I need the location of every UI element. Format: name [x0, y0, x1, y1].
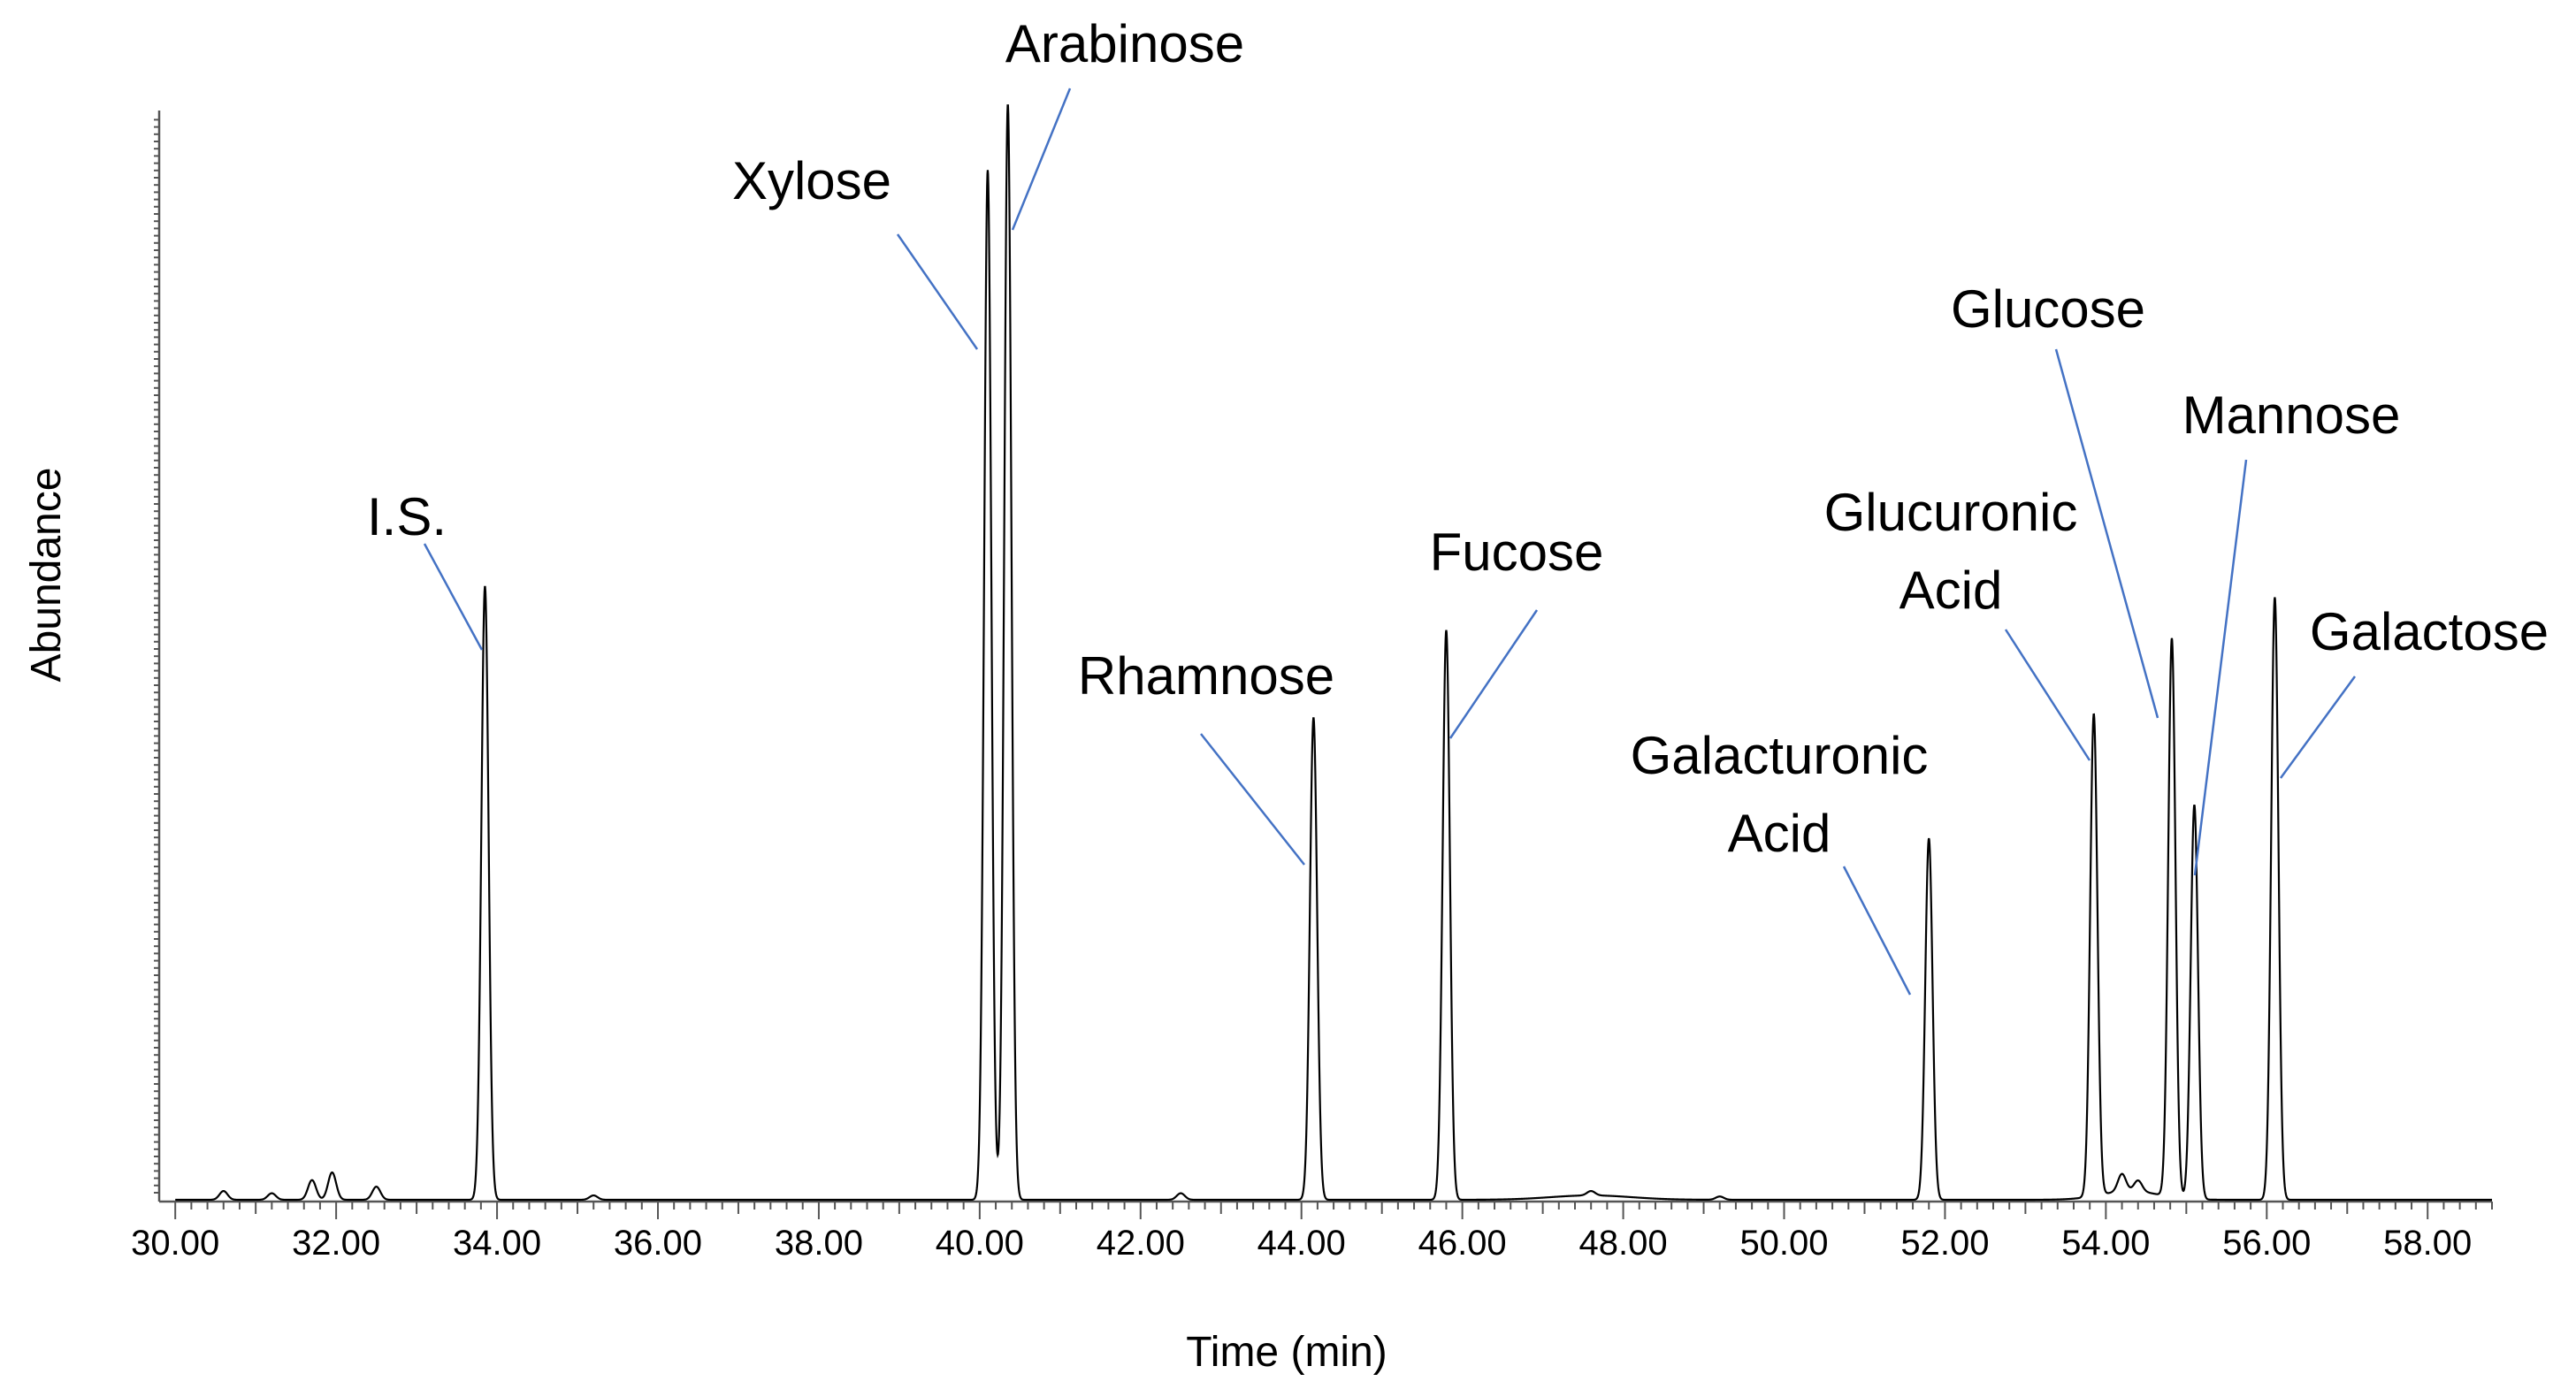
peak-label: Glucose [1951, 279, 2145, 339]
peak-annotation: Galactose [2279, 602, 2549, 779]
peak-label: I.S. [367, 487, 447, 546]
peak-annotation: Rhamnose [1078, 646, 1334, 866]
x-tick-label: 54.00 [2061, 1224, 2150, 1263]
peak-annotation: Mannose [2182, 385, 2401, 876]
x-tick-label: 36.00 [614, 1224, 702, 1263]
x-tick-label: 48.00 [1579, 1224, 1668, 1263]
axes: 30.00 32.00 34.00 36.00 38.00 40.00 42.00 44.00… [131, 111, 2493, 1263]
leader-line [1449, 609, 1539, 739]
chromatogram-trace [175, 104, 2492, 1202]
leader-line [896, 233, 979, 350]
peak-label: Glucuronic [1824, 483, 2078, 542]
peak-annotation: Xylose [732, 151, 979, 350]
leader-line [2004, 629, 2091, 761]
peak-label: Rhamnose [1078, 646, 1334, 706]
peak-annotation: I.S. [367, 487, 484, 651]
x-tick-label: 56.00 [2222, 1224, 2311, 1263]
peak-annotations: I.S. Xylose Arabinose Rhamnose Fucose Galactu… [367, 14, 2549, 996]
peak-label: Galacturonic [1631, 726, 1929, 785]
peak-label: Acid [1900, 561, 2003, 620]
leader-line [1842, 866, 1912, 996]
x-tick-label: 34.00 [453, 1224, 541, 1263]
x-tick-label: 40.00 [936, 1224, 1024, 1263]
peak-label: Arabinose [1005, 14, 1244, 73]
leader-line [423, 543, 484, 651]
peak-annotation: Glucuronic Acid [1824, 483, 2091, 761]
leader-line [1011, 88, 1072, 231]
x-tick-label: 58.00 [2383, 1224, 2472, 1263]
x-tick-label: 52.00 [1900, 1224, 1989, 1263]
peak-annotation: Galacturonic Acid [1631, 726, 1929, 996]
peak-label: Mannose [2182, 385, 2401, 445]
peak-label: Acid [1728, 804, 1831, 863]
peak-label: Fucose [1430, 523, 1604, 582]
x-axis-title: Time (min) [1186, 1329, 1387, 1376]
x-tick-label: 32.00 [292, 1224, 380, 1263]
peak-label: Galactose [2310, 602, 2549, 661]
x-tick-label: 30.00 [131, 1224, 219, 1263]
leader-line [2193, 459, 2248, 876]
y-axis-title: Abundance [23, 468, 70, 683]
x-tick-label: 42.00 [1097, 1224, 1185, 1263]
peak-annotation: Fucose [1430, 523, 1604, 739]
peak-annotation: Arabinose [1005, 14, 1244, 231]
y-axis-minor-ticks [154, 118, 159, 1194]
leader-line [1200, 733, 1305, 866]
peak-label: Xylose [732, 151, 891, 210]
peak-annotation: Glucose [1951, 279, 2159, 719]
x-tick-label: 44.00 [1257, 1224, 1346, 1263]
leader-line [2054, 348, 2159, 719]
x-tick-label: 50.00 [1739, 1224, 1828, 1263]
leader-line [2279, 675, 2357, 779]
x-axis-ticks: 30.00 32.00 34.00 36.00 38.00 40.00 42.00 44.00… [131, 1202, 2493, 1263]
x-tick-label: 46.00 [1418, 1224, 1507, 1263]
x-tick-label: 38.00 [775, 1224, 863, 1263]
